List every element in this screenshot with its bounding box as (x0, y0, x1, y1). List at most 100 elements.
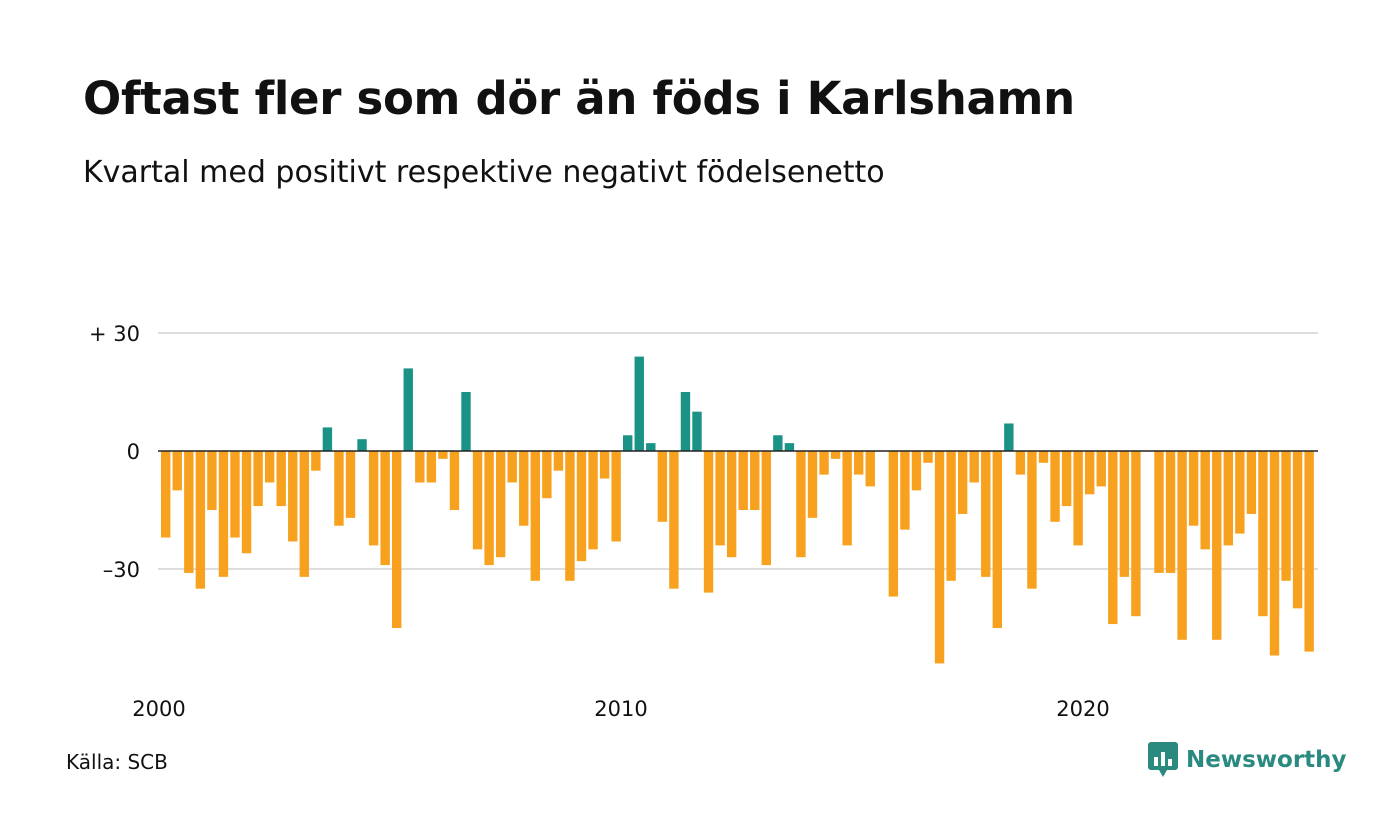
bar-negative (1073, 451, 1083, 546)
bar-negative (830, 451, 841, 459)
y-tick-label: 0 (127, 440, 140, 464)
bar-negative (715, 451, 725, 546)
bar-positive (322, 427, 333, 451)
x-tick-label: 2000 (132, 697, 185, 721)
bar-positive (1004, 423, 1014, 451)
bar-negative (1269, 451, 1280, 656)
bar-negative (1246, 451, 1257, 514)
bar-negative (703, 451, 714, 593)
bar-chart: + 30 0 –30 2000 2010 2020 (89, 322, 1318, 721)
bar-negative (288, 451, 298, 542)
bar-negative (484, 451, 494, 566)
bar-negative (1038, 451, 1049, 463)
bar-negative (507, 451, 517, 483)
bar-negative (1223, 451, 1233, 546)
bar-negative (195, 451, 206, 589)
bar-negative (542, 451, 552, 499)
bar-negative (819, 451, 829, 475)
bar-negative (946, 451, 956, 581)
bar-negative (1050, 451, 1060, 522)
bar-negative (1235, 451, 1245, 534)
chart-title: Oftast fler som dör än föds i Karlshamn (83, 72, 1075, 125)
bar-negative (1131, 451, 1141, 617)
bar-negative (1027, 451, 1037, 589)
y-tick-label: + 30 (89, 322, 140, 346)
bar-positive (692, 411, 702, 451)
bars-layer (161, 356, 1314, 664)
bar-negative (1119, 451, 1130, 577)
bar-negative (1177, 451, 1187, 640)
bar-negative (992, 451, 1002, 628)
bar-negative (611, 451, 621, 542)
bar-negative (669, 451, 679, 589)
bar-positive (403, 368, 413, 451)
bar-negative (865, 451, 875, 487)
y-tick-label: –30 (103, 558, 140, 582)
bar-negative (1212, 451, 1222, 640)
bar-negative (230, 451, 240, 538)
bar-negative (276, 451, 286, 507)
bar-negative (299, 451, 309, 577)
bar-negative (1085, 451, 1095, 495)
bar-negative (519, 451, 529, 526)
bar-negative (184, 451, 194, 573)
bar-positive (623, 435, 633, 451)
bar-positive (773, 435, 783, 451)
bar-positive (784, 443, 795, 451)
bar-negative (1258, 451, 1268, 617)
bar-negative (888, 451, 899, 597)
x-tick-label: 2010 (594, 697, 647, 721)
bar-negative (1292, 451, 1303, 609)
bar-negative (657, 451, 668, 522)
bar-negative (957, 451, 968, 514)
bar-negative (426, 451, 437, 483)
bar-negative (807, 451, 818, 518)
bar-negative (218, 451, 229, 577)
bar-negative (1154, 451, 1164, 573)
bar-negative (207, 451, 217, 510)
bar-negative (726, 451, 737, 558)
bar-negative (934, 451, 945, 664)
bar-negative (1200, 451, 1210, 550)
bar-negative (1188, 451, 1199, 526)
bar-negative (588, 451, 598, 550)
bar-negative (1281, 451, 1291, 581)
bar-negative (311, 451, 321, 471)
bar-negative (553, 451, 564, 471)
label-layer: + 30 0 –30 2000 2010 2020 (89, 322, 1110, 721)
bar-negative (969, 451, 979, 483)
bar-negative (530, 451, 540, 581)
bar-negative (253, 451, 263, 507)
bar-negative (1015, 451, 1026, 475)
bar-negative (565, 451, 575, 581)
bar-negative (923, 451, 933, 463)
newsworthy-logo-icon (1148, 742, 1178, 777)
bar-negative (415, 451, 425, 483)
bar-negative (1108, 451, 1118, 625)
bar-positive (680, 392, 691, 451)
bar-negative (911, 451, 922, 491)
bar-positive (634, 356, 644, 451)
bar-negative (900, 451, 910, 530)
bar-negative (264, 451, 275, 483)
bar-negative (172, 451, 182, 491)
bar-negative (738, 451, 748, 510)
bar-negative (981, 451, 991, 577)
bar-negative (750, 451, 760, 510)
bar-negative (449, 451, 460, 510)
bar-negative (1304, 451, 1314, 652)
bar-positive (646, 443, 656, 451)
bar-negative (854, 451, 864, 475)
bar-negative (1061, 451, 1072, 507)
brand-logo[interactable]: Newsworthy (1148, 742, 1347, 778)
bar-negative (796, 451, 806, 558)
bar-negative (761, 451, 771, 566)
bar-negative (345, 451, 356, 518)
bar-negative (368, 451, 379, 546)
chart-subtitle: Kvartal med positivt respektive negativt… (83, 155, 885, 190)
bar-negative (1096, 451, 1106, 487)
bar-negative (576, 451, 587, 562)
bar-negative (495, 451, 506, 558)
bar-negative (380, 451, 390, 566)
bar-negative (842, 451, 852, 546)
